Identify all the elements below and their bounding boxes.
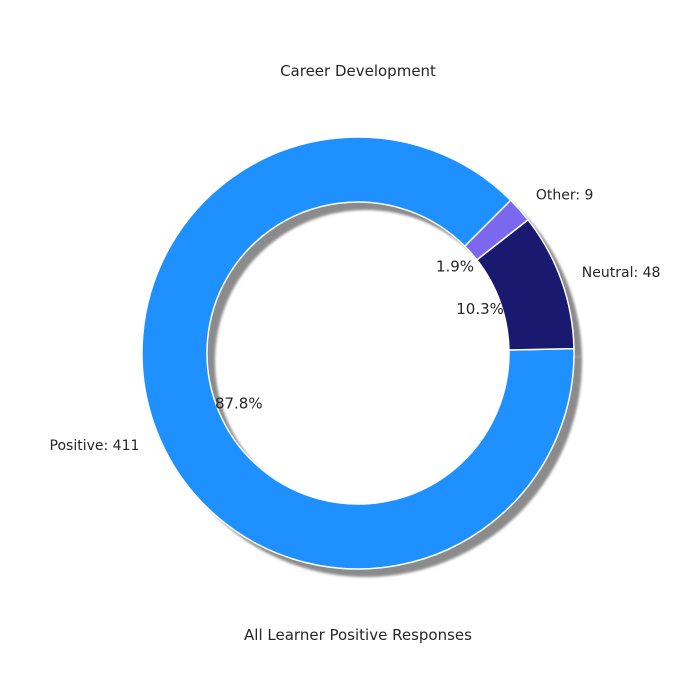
slice-label-neutral: Neutral: 48 — [582, 265, 661, 281]
donut-slices — [141, 136, 575, 570]
slice-labels: Positive: 411 87.8% Neutral: 48 10.3% Other:… — [50, 187, 661, 454]
chart-title: Career Development — [280, 62, 436, 80]
slice-percent-other: 1.9% — [436, 258, 474, 276]
slice-other — [464, 199, 529, 261]
slice-label-positive: Positive: 411 — [50, 438, 140, 454]
slice-percent-positive: 87.8% — [215, 394, 263, 412]
slice-label-other: Other: 9 — [536, 187, 594, 203]
x-axis-label: All Learner Positive Responses — [244, 626, 472, 644]
slice-percent-neutral: 10.3% — [456, 300, 504, 318]
